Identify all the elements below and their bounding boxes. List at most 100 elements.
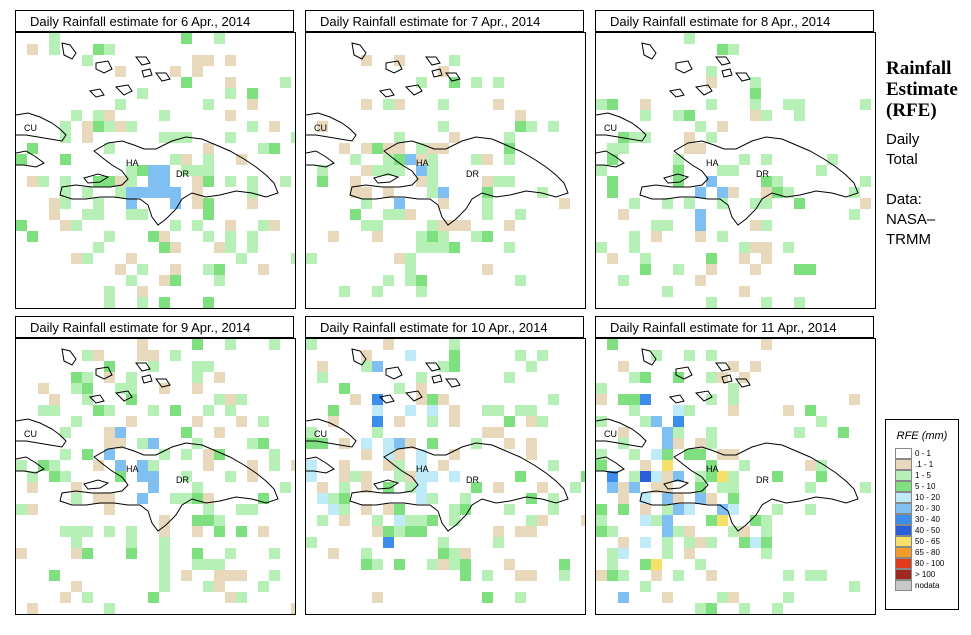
rain-cell [706,176,717,187]
rain-cell [515,110,526,121]
rain-cell [618,493,629,504]
rain-cell [394,383,405,394]
rain-cell [225,339,236,350]
rain-cell [805,504,816,515]
rain-cell [181,165,192,176]
rain-cell [280,176,291,187]
rain-cell [203,449,214,460]
rain-cell [126,526,137,537]
rain-cell [328,231,339,242]
rain-cell [60,198,71,209]
rain-cell [137,493,148,504]
rain-cell [49,570,60,581]
country-label-cu: CU [604,429,617,439]
rain-cell [761,339,772,350]
rain-cell [27,482,38,493]
rain-cell [427,187,438,198]
rain-cell [449,559,460,570]
rain-cell [673,570,684,581]
legend-item: 50 - 65 [886,536,958,547]
rain-cells [306,339,585,603]
rain-cell [482,154,493,165]
rain-cell [640,504,651,515]
legend-label: 1 - 5 [915,471,932,480]
rain-cell [328,504,339,515]
rain-cell [717,592,728,603]
rain-cell [82,383,93,394]
rain-cell [203,165,214,176]
rain-cell [438,121,449,132]
rain-cell [493,482,504,493]
rain-cell [104,121,115,132]
rain-cell [504,559,515,570]
country-label-dr: DR [176,475,189,485]
rain-cell [438,198,449,209]
rain-cell [706,460,717,471]
country-label-dr: DR [756,475,769,485]
rain-cell [383,526,394,537]
rain-cell [596,394,607,405]
rain-cell [115,264,126,275]
rain-cell [684,33,695,44]
rain-cell [739,154,750,165]
rain-cell [394,198,405,209]
rain-cell [247,242,258,253]
rain-cell [115,187,126,198]
rain-cell [662,471,673,482]
rain-cell [269,449,280,460]
rain-cells [596,339,871,614]
rain-cell [526,526,537,537]
rain-cell [148,460,159,471]
rain-cell [82,132,93,143]
rain-cell [126,383,137,394]
rain-cell [673,471,684,482]
rain-cell [49,198,60,209]
rain-cell [772,471,783,482]
rain-cell [258,143,269,154]
rain-cell [640,253,651,264]
rain-cell [427,493,438,504]
rain-cell [159,559,170,570]
rain-cell [548,460,559,471]
country-label-ha: HA [416,464,429,474]
rainfall-map: CU HA DR [15,32,296,309]
rain-cell [93,44,104,55]
rain-cell [339,504,350,515]
legend-item: 1 - 5 [886,470,958,481]
rain-cell [383,99,394,110]
rain-cell [372,526,383,537]
rain-cell [750,515,761,526]
rain-cell [49,471,60,482]
rain-cell [159,297,170,308]
rain-cell [438,559,449,570]
rain-cell [104,110,115,121]
rain-cell [438,394,449,405]
rain-cell [126,275,137,286]
rain-cell [504,132,515,143]
rain-cell [306,460,317,471]
rain-cell [405,438,416,449]
rain-cell [247,438,258,449]
rain-cell [416,449,427,460]
rain-cell [695,537,706,548]
rain-cell [115,438,126,449]
rain-cell [504,143,515,154]
rain-cell [159,132,170,143]
rain-cell [383,438,394,449]
rain-cell [148,165,159,176]
rain-cell [684,504,695,515]
rain-cell [728,482,739,493]
rain-cell [706,253,717,264]
rain-cell [526,438,537,449]
rain-cell [860,99,871,110]
rain-cell [739,242,750,253]
rain-cell [126,372,137,383]
rain-cell [596,460,607,471]
rain-cell [684,405,695,416]
rain-cell [515,592,526,603]
rain-cell [170,132,181,143]
rain-cell [49,44,60,55]
rain-cell [596,526,607,537]
rain-cell [49,209,60,220]
rain-cell [159,231,170,242]
